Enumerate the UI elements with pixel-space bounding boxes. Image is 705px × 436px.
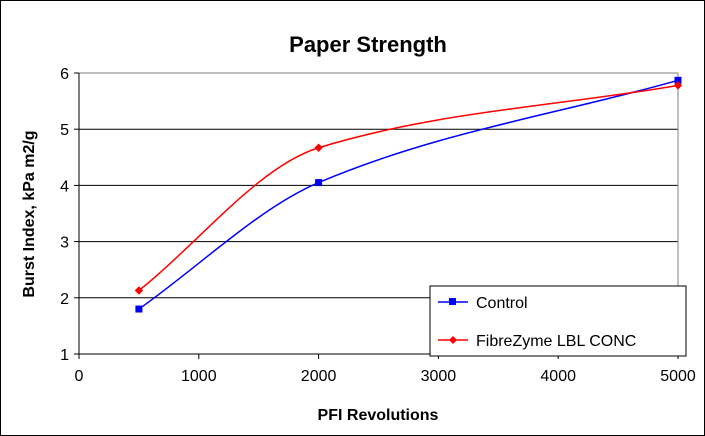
y-axis-label: Burst Index, kPa m2/g bbox=[21, 130, 38, 297]
data-point bbox=[134, 286, 144, 295]
legend: Control FibreZyme LBL CONC bbox=[429, 285, 687, 357]
data-point bbox=[674, 76, 682, 84]
y-tick-label: 3 bbox=[60, 235, 69, 252]
series-lines bbox=[134, 76, 683, 313]
chart-title: Paper Strength bbox=[289, 32, 447, 57]
legend-label-control: Control bbox=[476, 295, 528, 312]
x-tick-label: 5000 bbox=[660, 368, 696, 385]
x-tick-label: 2000 bbox=[301, 368, 337, 385]
legend-box bbox=[429, 285, 687, 357]
data-point bbox=[135, 305, 143, 313]
x-tick-label: 1000 bbox=[181, 368, 217, 385]
y-tick-label: 4 bbox=[60, 178, 69, 195]
legend-marker-diamond-icon bbox=[449, 336, 457, 344]
data-point bbox=[314, 143, 323, 152]
x-tick-label: 0 bbox=[75, 368, 84, 385]
x-axis-label: PFI Revolutions bbox=[318, 407, 439, 424]
y-tick-label: 1 bbox=[60, 347, 69, 364]
x-tick-label: 3000 bbox=[421, 368, 457, 385]
x-tick-label: 4000 bbox=[540, 368, 576, 385]
data-point bbox=[315, 179, 323, 187]
data-point bbox=[673, 81, 683, 90]
y-tick-label: 5 bbox=[60, 122, 69, 139]
y-tick-label: 6 bbox=[60, 66, 69, 83]
y-axis: 1 2 3 4 5 6 bbox=[60, 66, 80, 364]
legend-marker-square-icon bbox=[449, 298, 456, 305]
x-axis: 0 1000 2000 3000 4000 5000 bbox=[75, 353, 696, 385]
series-line-1 bbox=[138, 84, 679, 292]
series-line-0 bbox=[138, 79, 679, 310]
y-tick-label: 2 bbox=[60, 291, 69, 308]
legend-label-fibrezyme: FibreZyme LBL CONC bbox=[476, 333, 636, 350]
